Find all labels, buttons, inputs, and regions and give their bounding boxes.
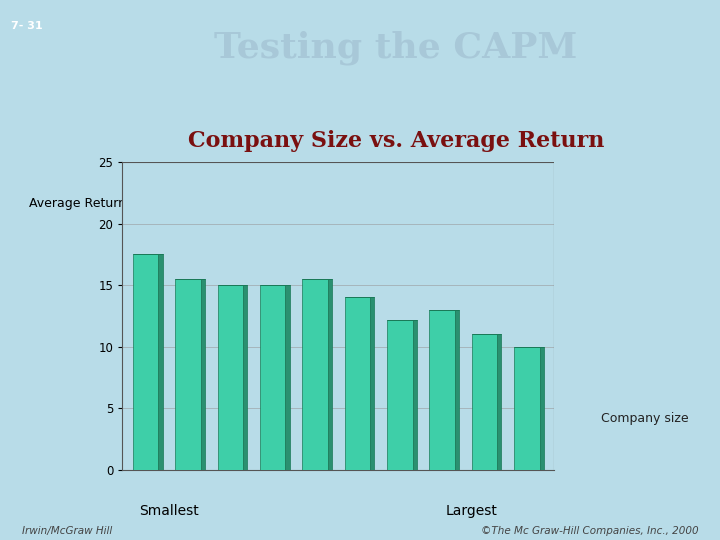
Bar: [387, 320, 413, 470]
Bar: [176, 279, 201, 470]
Bar: [133, 254, 158, 470]
Text: Largest: Largest: [446, 504, 498, 518]
Text: Average Return  (%): Average Return (%): [29, 197, 156, 211]
Bar: [345, 298, 370, 470]
Polygon shape: [158, 254, 163, 470]
Bar: [217, 285, 243, 470]
Bar: [302, 279, 328, 470]
Bar: [514, 347, 539, 470]
Polygon shape: [498, 334, 501, 470]
Text: Irwin/McGraw Hill: Irwin/McGraw Hill: [22, 526, 112, 536]
Polygon shape: [455, 310, 459, 470]
Bar: [429, 310, 455, 470]
Bar: [472, 334, 498, 470]
Text: Testing the CAPM: Testing the CAPM: [215, 30, 577, 65]
Text: Company Size vs. Average Return: Company Size vs. Average Return: [188, 130, 604, 152]
Polygon shape: [285, 285, 289, 470]
Polygon shape: [413, 320, 417, 470]
Bar: [260, 285, 285, 470]
Polygon shape: [370, 298, 374, 470]
Polygon shape: [328, 279, 332, 470]
Text: Smallest: Smallest: [140, 504, 199, 518]
Polygon shape: [243, 285, 248, 470]
Polygon shape: [539, 347, 544, 470]
Polygon shape: [201, 279, 205, 470]
Text: 7- 31: 7- 31: [12, 21, 43, 31]
Text: ©The Mc Graw-Hill Companies, Inc., 2000: ©The Mc Graw-Hill Companies, Inc., 2000: [481, 526, 698, 536]
Text: Company size: Company size: [600, 413, 688, 426]
